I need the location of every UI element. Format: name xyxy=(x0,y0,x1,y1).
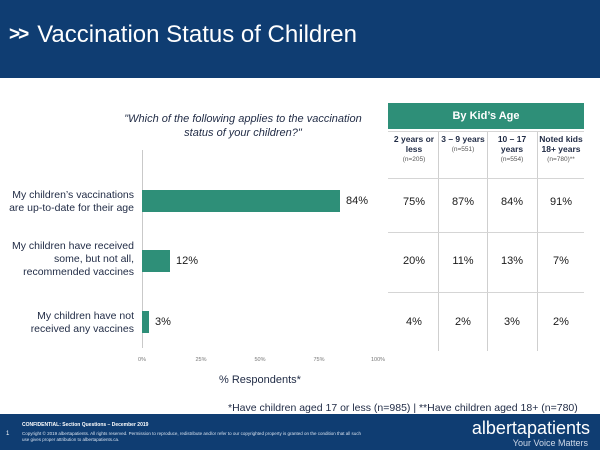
table-cell: 13% xyxy=(500,255,524,267)
x-axis-title: % Respondents* xyxy=(219,374,301,386)
table-cell: 20% xyxy=(402,255,426,267)
table-cell: 84% xyxy=(500,196,524,208)
footnote: *Have children aged 17 or less (n=985) |… xyxy=(228,402,578,414)
table-cell: 75% xyxy=(402,196,426,208)
column-divider xyxy=(487,131,488,351)
table-cell: 2% xyxy=(455,316,471,328)
table-cell: 3% xyxy=(504,316,520,328)
row-divider xyxy=(388,178,584,179)
column-header: Noted kids 18+ years (n=780)** xyxy=(537,134,585,165)
category-label-3: My children have not received any vaccin… xyxy=(30,310,134,335)
column-header-label: Noted kids 18+ years xyxy=(539,134,583,154)
category-label-1: My children’s vaccinations are up-to-dat… xyxy=(9,189,134,214)
table-title: By Kid’s Age xyxy=(388,103,584,129)
copyright-notice: Copyright © 2019 albertapatients. All ri… xyxy=(22,431,362,442)
table-cell: 2% xyxy=(553,316,569,328)
bar-value-label-3: 3% xyxy=(155,316,171,328)
column-header: 2 years or less (n=205) xyxy=(391,134,437,165)
x-tick-label: 75% xyxy=(313,357,325,363)
bar-1 xyxy=(142,190,340,212)
chevron-right-icon: >> xyxy=(9,24,29,45)
column-header: 10 – 17 years (n=554) xyxy=(489,134,535,165)
x-tick-label: 50% xyxy=(254,357,266,363)
chart-axis-line xyxy=(142,150,143,348)
column-header-label: 3 – 9 years xyxy=(441,134,485,144)
table-cell: 91% xyxy=(549,196,573,208)
x-tick-label: 100% xyxy=(370,357,386,363)
column-header: 3 – 9 years (n=551) xyxy=(440,134,486,155)
column-header-label: 10 – 17 years xyxy=(497,134,527,154)
brand-logo: albertapatients xyxy=(471,418,590,438)
bar-3 xyxy=(142,311,149,333)
bar-2 xyxy=(142,250,170,272)
page-number: 1 xyxy=(6,431,10,437)
column-divider xyxy=(537,131,538,351)
bar-value-label-1: 84% xyxy=(346,195,369,207)
column-sample-size: (n=780)** xyxy=(547,156,575,163)
page-title: Vaccination Status of Children xyxy=(37,21,357,48)
row-divider xyxy=(388,232,584,233)
bar-value-label-2: 12% xyxy=(176,255,199,267)
confidential-notice: CONFIDENTIAL: Section Questions – Decemb… xyxy=(22,422,149,428)
row-divider xyxy=(388,131,584,132)
row-divider xyxy=(388,292,584,293)
footer-banner: 1 CONFIDENTIAL: Section Questions – Dece… xyxy=(0,414,600,450)
table-cell: 7% xyxy=(553,255,569,267)
table-cell: 4% xyxy=(406,316,422,328)
column-divider xyxy=(438,131,439,351)
x-tick-label: 0% xyxy=(138,357,146,363)
category-label-2: My children have received some, but not … xyxy=(12,240,134,278)
brand-tagline: Your Voice Matters xyxy=(512,438,588,448)
column-sample-size: (n=554) xyxy=(500,156,524,163)
column-sample-size: (n=205) xyxy=(402,156,426,163)
survey-question: "Which of the following applies to the v… xyxy=(124,113,362,139)
table-cell: 11% xyxy=(452,255,474,267)
header-banner: >> Vaccination Status of Children xyxy=(0,0,600,78)
x-tick-label: 25% xyxy=(195,357,207,363)
column-sample-size: (n=551) xyxy=(451,146,475,153)
table-cell: 87% xyxy=(451,196,475,208)
column-header-label: 2 years or less xyxy=(393,134,435,154)
